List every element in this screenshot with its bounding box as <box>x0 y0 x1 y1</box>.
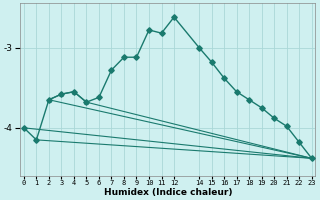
X-axis label: Humidex (Indice chaleur): Humidex (Indice chaleur) <box>104 188 232 197</box>
